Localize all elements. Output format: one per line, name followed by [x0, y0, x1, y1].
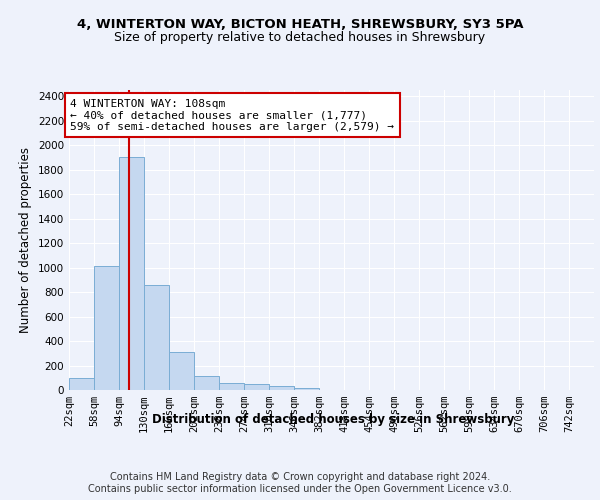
- Text: Contains HM Land Registry data © Crown copyright and database right 2024.: Contains HM Land Registry data © Crown c…: [110, 472, 490, 482]
- Bar: [244, 384, 269, 390]
- Text: 4, WINTERTON WAY, BICTON HEATH, SHREWSBURY, SY3 5PA: 4, WINTERTON WAY, BICTON HEATH, SHREWSBU…: [77, 18, 523, 30]
- Y-axis label: Number of detached properties: Number of detached properties: [19, 147, 32, 333]
- Text: 4 WINTERTON WAY: 108sqm
← 40% of detached houses are smaller (1,777)
59% of semi: 4 WINTERTON WAY: 108sqm ← 40% of detache…: [70, 98, 394, 132]
- Bar: [69, 378, 94, 390]
- Bar: [194, 376, 219, 390]
- Bar: [294, 388, 319, 390]
- Text: Distribution of detached houses by size in Shrewsbury: Distribution of detached houses by size …: [152, 412, 514, 426]
- Bar: [269, 386, 294, 390]
- Text: Size of property relative to detached houses in Shrewsbury: Size of property relative to detached ho…: [115, 31, 485, 44]
- Bar: [169, 352, 194, 390]
- Text: Contains public sector information licensed under the Open Government Licence v3: Contains public sector information licen…: [88, 484, 512, 494]
- Bar: [94, 266, 119, 390]
- Bar: [144, 284, 169, 390]
- Bar: [219, 382, 244, 390]
- Bar: [119, 158, 144, 390]
